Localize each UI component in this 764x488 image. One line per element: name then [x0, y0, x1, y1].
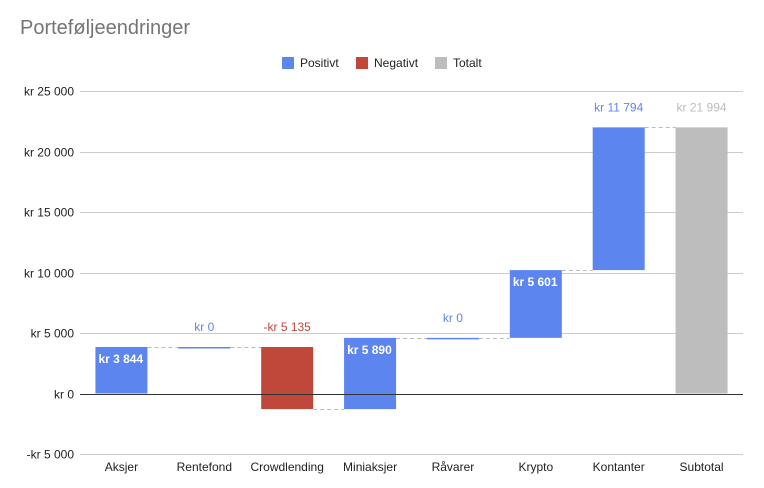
legend-item-positive: Positivt: [282, 56, 339, 70]
bar-krypto: [509, 270, 562, 338]
data-labels: kr 3 844 kr 0 -kr 5 135 kr 5 890 kr 0 kr 5 60…: [98, 100, 726, 366]
y-tick-label: kr 15 000: [24, 206, 74, 220]
legend-item-negative: Negativt: [356, 56, 419, 70]
data-label: kr 3 844: [98, 352, 143, 366]
legend-label: Totalt: [453, 56, 482, 70]
bar-ravarer: [426, 337, 479, 340]
bar-rentefond: [178, 346, 231, 349]
y-tick-label: kr 5 000: [31, 327, 75, 341]
x-category-label: Kontanter: [593, 460, 645, 474]
x-category-label: Råvarer: [432, 460, 475, 474]
y-tick-label: kr 0: [54, 388, 74, 402]
chart-title: Porteføljeendringer: [20, 17, 191, 39]
x-axis-labels: Aksjer Rentefond Crowdlending Miniaksjer Råv…: [105, 460, 724, 474]
bar-subtotal: [675, 127, 728, 394]
data-label: kr 5 601: [513, 275, 558, 289]
legend-label: Negativt: [374, 56, 419, 70]
y-tick-label: kr 10 000: [24, 267, 74, 281]
y-tick-label: kr 20 000: [24, 146, 74, 160]
data-label: kr 0: [443, 311, 463, 325]
data-label: kr 21 994: [677, 100, 727, 114]
data-label: kr 11 794: [594, 100, 643, 114]
legend-item-total: Totalt: [435, 56, 482, 70]
y-tick-label: -kr 5 000: [27, 448, 75, 462]
y-axis-ticks: kr 25 000 kr 20 000 kr 15 000 kr 10 000 kr 5…: [24, 85, 74, 462]
legend: Positivt Negativt Totalt: [282, 56, 482, 70]
data-label: kr 0: [194, 320, 214, 334]
legend-swatch: [435, 57, 447, 69]
bars: [95, 127, 728, 410]
data-label: -kr 5 135: [264, 320, 312, 334]
bar-miniaksjer: [344, 337, 397, 410]
y-tick-label: kr 25 000: [24, 85, 74, 99]
x-category-label: Crowdlending: [250, 460, 323, 474]
bar-aksjer: [95, 346, 148, 394]
x-category-label: Aksjer: [105, 460, 138, 474]
legend-swatch: [356, 57, 368, 69]
x-category-label: Subtotal: [680, 460, 724, 474]
x-category-label: Miniaksjer: [343, 460, 397, 474]
connector-lines: [147, 127, 676, 410]
bar-crowdlending: [261, 346, 314, 410]
bar-kontanter: [592, 127, 645, 271]
data-label: kr 5 890: [347, 343, 392, 357]
legend-swatch: [282, 57, 294, 69]
legend-label: Positivt: [300, 56, 339, 70]
x-category-label: Krypto: [518, 460, 553, 474]
x-category-label: Rentefond: [177, 460, 232, 474]
